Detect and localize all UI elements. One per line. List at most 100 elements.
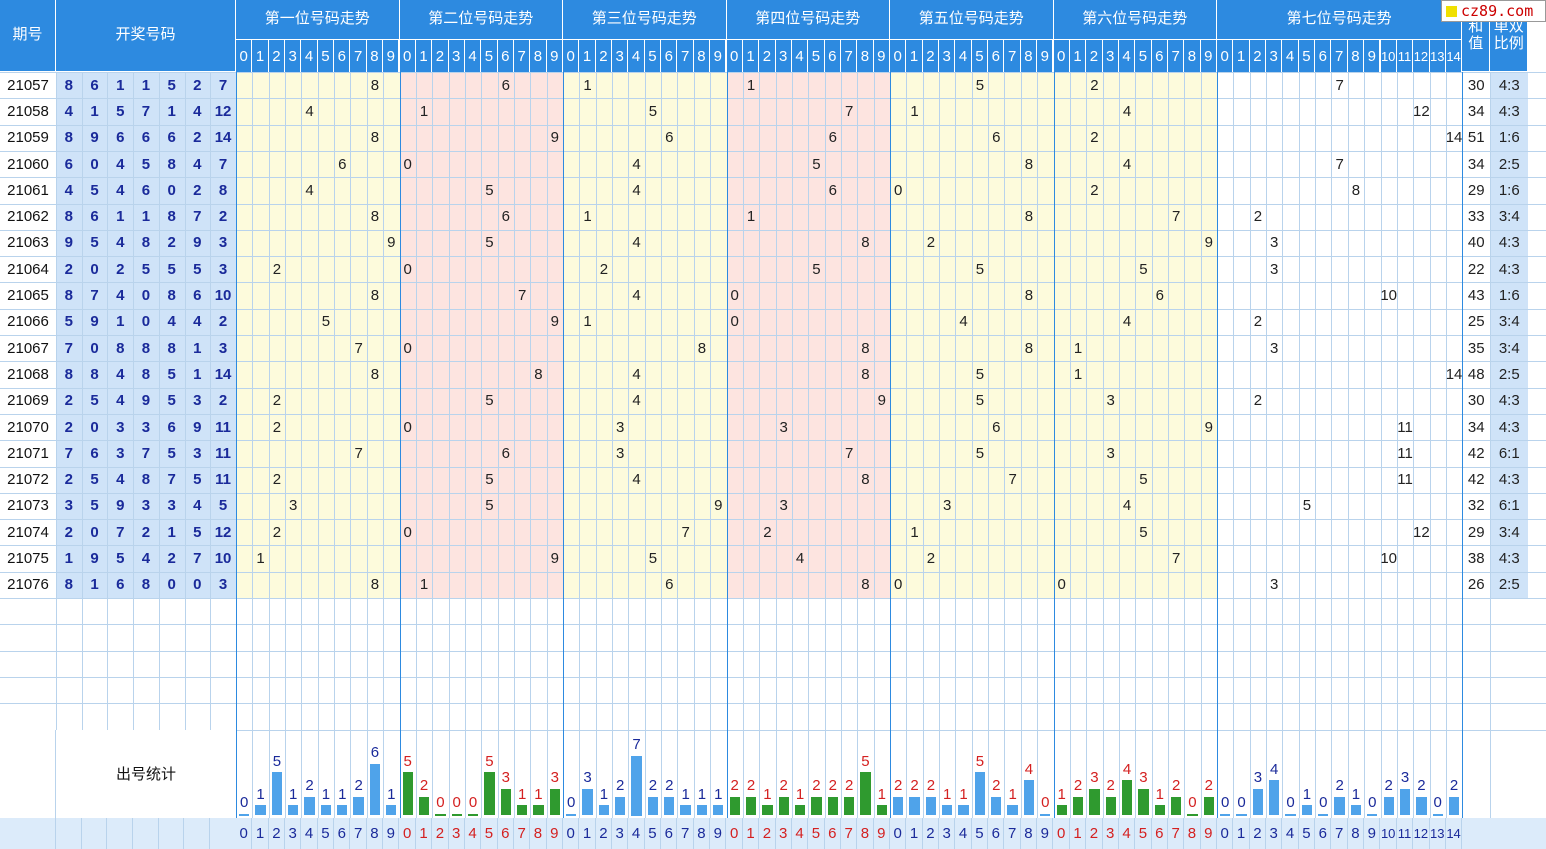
grid-vline [694,72,695,849]
draw-number: 7 [64,339,74,357]
grid-hline [0,467,1546,468]
trend-hit: 6 [501,444,510,462]
digit-header: 12 [1413,40,1430,72]
trend-hit: 8 [370,208,380,226]
trend-hit: 1 [746,208,756,226]
grid-vline [1152,72,1153,849]
draw-number: 8 [64,76,74,94]
stat-count: 2 [1335,777,1344,795]
footer-digit: 9 [547,817,563,849]
grid-vline [269,72,270,849]
draw-number: 3 [167,497,176,515]
trend-hit: 0 [403,339,412,357]
trend-hit: 5 [485,471,494,489]
group-separator [1462,72,1463,849]
issue-number: 21072 [7,471,49,489]
grid-vline [159,72,160,849]
grid-hline [0,651,1546,652]
draw-number: 8 [64,129,74,147]
digit-header: 1 [742,40,760,72]
stat-count: 2 [354,777,363,795]
stat-bar [1138,788,1149,816]
group-separator [563,72,564,849]
grid-vline [285,72,286,849]
draw-number: 7 [167,471,176,489]
grid-vline [367,72,368,849]
trend-hit: 8 [1024,287,1034,305]
draw-number: 7 [218,155,228,173]
draw-number: 8 [64,287,74,305]
draw-number: 6 [167,129,176,147]
draw-number: 8 [141,339,151,357]
grid-vline [1184,72,1185,849]
stat-bar [1269,780,1280,816]
draw-number: 1 [116,313,125,331]
trend-hit: 0 [1057,576,1066,594]
digit-header: 4 [628,40,645,72]
trend-hit: 5 [485,497,494,515]
draw-number: 8 [141,576,151,594]
draw-number: 14 [214,365,232,383]
sum-value: 32 [1467,497,1485,515]
trend-hit: 5 [975,76,985,94]
digit-header: 5 [317,40,335,72]
ratio-value: 4:3 [1498,76,1520,94]
trend-hit: 2 [1253,392,1263,410]
digit-header: 5 [808,40,825,72]
stat-count: 2 [926,777,936,795]
stat-bar [1448,796,1460,816]
ratio-value: 3:4 [1498,208,1520,226]
footer-digit: 0 [400,817,416,849]
ratio-value: 1:6 [1498,287,1520,305]
draw-number: 8 [64,208,74,226]
stat-bar [402,772,413,816]
trend-hit: 2 [926,550,936,568]
grid-vline [906,72,907,849]
grid-hline [0,624,1546,625]
footer-digit: 4 [628,817,645,849]
stat-bar [729,796,740,816]
trend-hit: 11 [1397,471,1413,489]
stat-bar [239,813,250,816]
stat-bar [451,813,462,816]
trend-hit: 2 [599,260,609,278]
digit-header: 6 [1315,40,1332,72]
draw-number: 0 [90,155,99,173]
digit-header: 4 [955,40,972,72]
site-logo[interactable]: cz89.com [1441,0,1546,22]
draw-number: 7 [141,102,151,120]
digit-header: 2 [1249,40,1267,72]
stat-count: 1 [1057,785,1066,803]
digit-header: 4 [1282,40,1299,72]
stat-bar [991,796,1002,816]
footer-digit: 2 [432,817,449,849]
ratio-value: 2:5 [1498,155,1520,173]
draw-number: 8 [116,339,125,357]
draw-number: 5 [90,234,99,252]
digit-header: 8 [1184,40,1201,72]
stat-bar [271,772,283,816]
draw-number: 6 [90,76,99,94]
trend-hit: 7 [844,444,854,462]
trend-hit: 3 [289,497,298,515]
digit-header: 4 [301,40,318,72]
trend-hit: 8 [1024,155,1034,173]
draw-number: 5 [193,471,202,489]
stat-count: 2 [616,777,625,795]
stat-count: 1 [517,785,527,803]
draw-number: 7 [218,76,228,94]
digit-header: 3 [939,40,956,72]
trend-hit: 1 [583,76,592,94]
grid-vline [1250,72,1251,849]
footer-digit: 8 [694,817,711,849]
digit-header: 2 [759,40,776,72]
draw-number: 0 [90,260,99,278]
draw-number: 5 [141,260,151,278]
grid-vline [1299,72,1300,849]
trend-hit: 9 [714,497,723,515]
stat-bar [320,805,332,816]
draw-number: 7 [64,444,74,462]
draw-number: 1 [167,102,176,120]
draw-number: 4 [116,155,125,173]
footer-digit: 0 [890,817,907,849]
